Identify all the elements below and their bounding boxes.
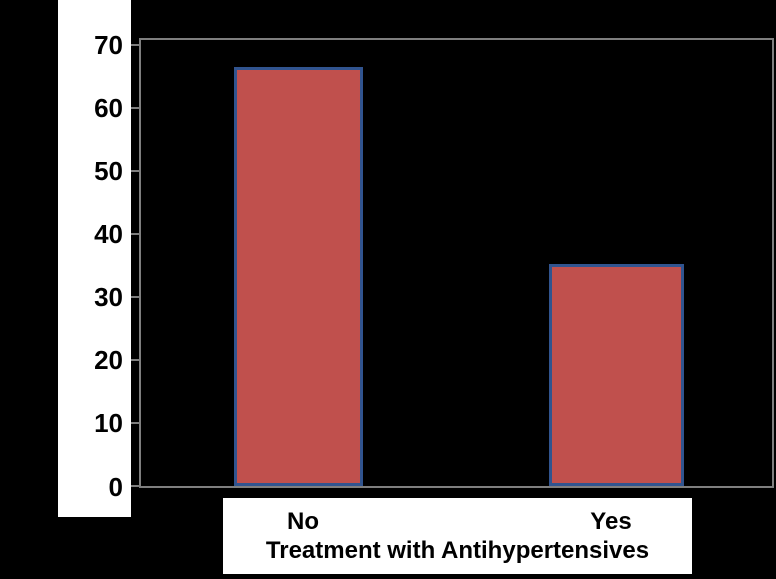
x-axis-title: Treatment with Antihypertensives [265,537,650,564]
y-tick-mark [131,170,140,172]
y-tick-label: 50 [94,156,123,186]
category-label-yes: Yes [590,508,632,535]
y-tick-mark [131,296,140,298]
bar-no [234,67,363,486]
y-axis-panel [58,0,131,517]
y-tick-label: 60 [94,93,123,123]
y-tick-mark [131,422,140,424]
y-tick-mark [131,359,140,361]
y-tick-mark [131,233,140,235]
y-tick-label: 0 [108,472,123,502]
category-label-no: No [287,508,319,535]
y-tick-label: 10 [94,408,123,438]
y-tick-mark [131,107,140,109]
x-axis-label-panel: No Yes Treatment with Antihypertensives [223,498,692,574]
y-tick-mark [131,44,140,46]
y-tick-label: 70 [94,30,123,60]
y-tick-label: 20 [94,345,123,375]
plot-area [139,38,774,488]
y-tick-label: 30 [94,282,123,312]
y-tick-label: 40 [94,219,123,249]
y-tick-mark [131,485,140,487]
bar-yes [549,264,684,486]
